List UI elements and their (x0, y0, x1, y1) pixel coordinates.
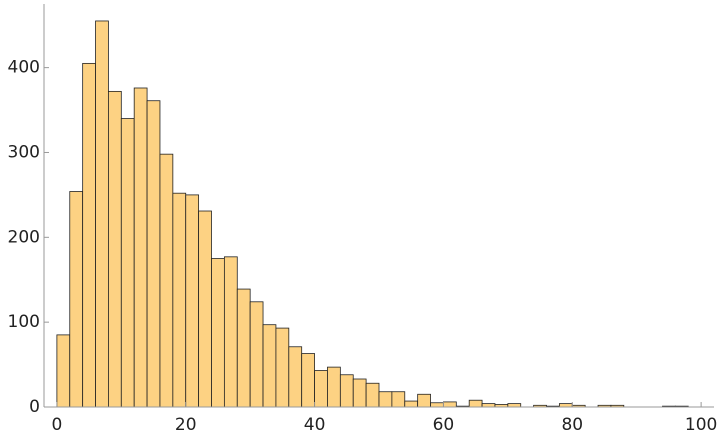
bar (404, 400, 419, 408)
bar (288, 346, 303, 408)
x-tick-label: 100 (685, 415, 717, 435)
y-tick-label: 400 (8, 58, 40, 78)
bar (327, 366, 341, 408)
bar (185, 194, 200, 408)
bar (95, 20, 109, 408)
bar (82, 62, 96, 408)
bar (558, 403, 573, 408)
x-tick-label: 0 (51, 415, 62, 435)
bar (108, 90, 122, 408)
bar (133, 87, 148, 408)
bar (339, 374, 354, 408)
bar (365, 382, 380, 408)
bar (314, 370, 328, 408)
bar (56, 334, 71, 408)
x-tick-label: 80 (561, 415, 583, 435)
bar (120, 118, 135, 408)
bar (211, 258, 225, 408)
bar (301, 353, 315, 408)
bar (352, 378, 367, 408)
y-tick-label: 0 (29, 397, 40, 417)
bar (430, 402, 444, 408)
y-tick-label: 300 (8, 142, 40, 162)
bar (443, 401, 457, 408)
bar (249, 301, 264, 408)
bar (507, 403, 522, 408)
bar (159, 153, 174, 408)
bar (172, 192, 187, 408)
x-tick-label: 60 (433, 415, 455, 435)
bar (417, 393, 431, 408)
bar (198, 210, 212, 408)
bar (236, 288, 251, 408)
bar (262, 324, 277, 408)
bar (378, 391, 393, 408)
bar (275, 327, 290, 408)
bar (223, 256, 238, 408)
y-tick-label: 200 (8, 227, 40, 247)
x-tick-label: 40 (304, 415, 326, 435)
bar (468, 399, 483, 408)
bar (69, 191, 84, 408)
y-tick-label: 100 (8, 312, 40, 332)
bar (146, 100, 161, 408)
bar (481, 403, 496, 408)
x-tick-label: 20 (175, 415, 197, 435)
bar (391, 391, 406, 408)
